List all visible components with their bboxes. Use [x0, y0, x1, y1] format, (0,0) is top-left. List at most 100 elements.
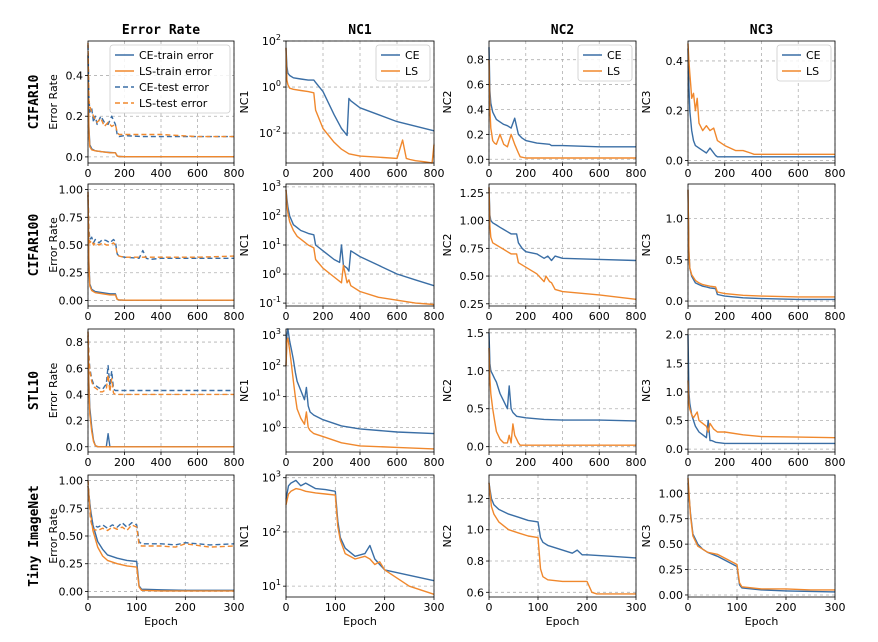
series-line-ls: [687, 380, 836, 439]
chart-panel-r3c3: 0 100 200 300 0.00 0.25 0.50 0.75 1.00 NC3 Epoch: [640, 474, 846, 628]
series-line-ce-test-error: [87, 45, 234, 138]
y-tick-label: 0.4: [467, 103, 485, 116]
x-tick-label: 800: [825, 167, 846, 180]
y-tick-label: 0.2: [666, 105, 684, 118]
series-line-ce: [488, 332, 637, 422]
row-title-0: CIFAR10: [27, 74, 42, 129]
y-tick-label: 1.00: [659, 487, 684, 500]
x-tick-label: 100: [528, 601, 549, 614]
x-tick-label: 400: [751, 167, 772, 180]
x-tick-label: 0: [486, 601, 493, 614]
series-line-ce: [285, 328, 435, 435]
y-tick-label: 102: [262, 358, 281, 373]
y-tick-label: 10-2: [259, 125, 281, 140]
x-tick-label: 600: [788, 310, 809, 323]
y-axis-label: NC3: [640, 234, 653, 257]
series-line-ce: [687, 48, 835, 158]
x-tick-label: 300: [626, 601, 647, 614]
series-line-ls-test-error: [87, 42, 234, 138]
y-tick-label: 0.0: [666, 443, 684, 456]
column-title-3: NC3: [750, 23, 773, 38]
x-tick-label: 0: [283, 601, 290, 614]
x-tick-label: 0: [685, 601, 692, 614]
y-tick-label: 0.6: [66, 362, 84, 375]
y-tick-label: 0.0: [66, 441, 84, 454]
legend-entry: LS-train error: [139, 65, 212, 78]
legend-entry: LS: [806, 65, 819, 78]
series-line-ce: [687, 483, 836, 593]
y-axis-label: Error Rate: [47, 508, 60, 564]
y-tick-label: 1.00: [460, 215, 485, 228]
x-tick-label: 300: [224, 601, 245, 614]
x-tick-label: 100: [727, 601, 748, 614]
row-title-3: Tiny ImageNet: [27, 485, 42, 587]
y-tick-label: 0.00: [59, 294, 84, 307]
y-tick-label: 0.2: [66, 415, 84, 428]
legend-entry: CE: [806, 49, 821, 62]
y-tick-label: 0.4: [66, 388, 84, 401]
x-tick-label: 400: [350, 310, 371, 323]
y-tick-label: 0.2: [66, 110, 84, 123]
x-tick-label: 800: [224, 167, 245, 180]
x-tick-label: 800: [224, 310, 245, 323]
y-tick-label: 0.6: [467, 79, 485, 92]
y-tick-label: 100: [262, 419, 281, 434]
x-tick-label: 600: [589, 456, 610, 469]
x-tick-label: 0: [486, 456, 493, 469]
x-tick-label: 0: [486, 167, 493, 180]
y-tick-label: 1.25: [460, 187, 485, 200]
y-tick-label: 0.50: [460, 270, 485, 283]
x-axis-label: Epoch: [343, 615, 377, 628]
chart-panel-r2c0: 0 200 400 600 800 0.0 0.2 0.4 0.6 0.8 Error Rate: [47, 328, 245, 469]
x-tick-label: 300: [825, 601, 846, 614]
x-tick-label: 800: [424, 310, 445, 323]
x-axis-label: Epoch: [144, 615, 178, 628]
column-title-1: NC1: [348, 23, 372, 38]
y-tick-label: 1.0: [666, 386, 684, 399]
x-tick-label: 400: [751, 310, 772, 323]
plot-frame: [687, 474, 836, 598]
y-tick-label: 1.2: [467, 492, 485, 505]
y-axis-label: NC2: [441, 234, 454, 257]
legend: CE LS: [375, 44, 431, 82]
y-tick-label: 102: [262, 524, 281, 539]
x-tick-label: 300: [424, 601, 445, 614]
series-line-ls: [488, 347, 636, 446]
x-tick-label: 0: [85, 167, 92, 180]
chart-panel-r2c1: 0 200 400 600 800 100 101 102 103 NC1: [238, 327, 445, 469]
y-tick-label: 100: [262, 79, 281, 94]
legend: CE LS: [776, 44, 832, 82]
y-tick-label: 0.25: [460, 298, 485, 311]
y-axis-label: NC1: [238, 91, 251, 114]
y-tick-label: 0.8: [66, 336, 84, 349]
x-tick-label: 0: [685, 456, 692, 469]
column-title-0: Error Rate: [122, 23, 200, 38]
x-tick-label: 200: [776, 601, 797, 614]
series-line-ls: [687, 189, 835, 298]
y-axis-label: NC3: [640, 91, 653, 114]
series-line-ls-train-error: [87, 486, 234, 592]
y-axis-label: NC3: [640, 379, 653, 402]
y-tick-label: 0.5: [467, 403, 485, 416]
x-tick-label: 800: [626, 456, 647, 469]
y-tick-label: 102: [262, 33, 281, 48]
series-line-ce: [488, 482, 637, 559]
legend-entry: LS: [405, 65, 418, 78]
chart-panel-r0c3: 0 200 400 600 800 0.0 0.2 0.4 NC3 CE LS: [640, 40, 846, 180]
y-tick-label: 0.75: [659, 513, 684, 526]
chart-panel-r3c1: 0 100 200 300 101 102 103 NC1 Epoch: [238, 470, 445, 628]
y-tick-label: 100: [262, 266, 281, 281]
y-tick-label: 0.75: [460, 242, 485, 255]
y-tick-label: 0.0: [666, 155, 684, 168]
x-axis-label: Epoch: [546, 615, 580, 628]
x-tick-label: 600: [387, 456, 408, 469]
x-tick-label: 0: [486, 310, 493, 323]
legend: CE-train error LS-train error CE-test erro…: [109, 44, 231, 114]
x-tick-label: 600: [187, 456, 208, 469]
x-tick-label: 800: [626, 167, 647, 180]
y-axis-label: NC2: [441, 91, 454, 114]
series-line-ls: [488, 59, 636, 159]
series-line-ce-test-error: [87, 480, 235, 546]
x-tick-label: 100: [325, 601, 346, 614]
y-tick-label: 1.5: [467, 327, 485, 340]
